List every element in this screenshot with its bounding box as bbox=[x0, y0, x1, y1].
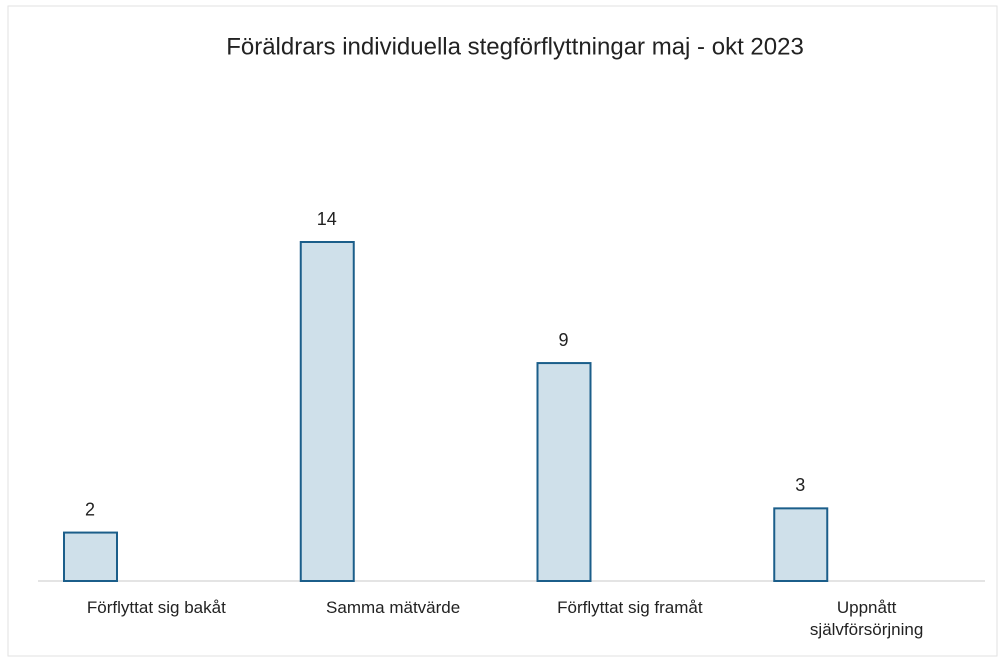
x-tick-label: Uppnått självförsörjning bbox=[809, 598, 924, 639]
bar bbox=[299, 241, 355, 582]
bar bbox=[63, 531, 118, 582]
x-tick-label: Förflyttat sig framåt bbox=[557, 598, 703, 617]
data-label: 3 bbox=[795, 475, 805, 495]
bar bbox=[773, 507, 829, 583]
data-label: 9 bbox=[558, 330, 568, 350]
chart-title: Föräldrars individuella stegförflyttning… bbox=[226, 33, 804, 60]
x-tick-label: Förflyttat sig bakåt bbox=[86, 598, 226, 617]
chart-frame bbox=[7, 5, 998, 657]
x-tick-label: Samma mätvärde bbox=[326, 598, 461, 617]
data-label: 2 bbox=[85, 499, 95, 519]
data-label: 14 bbox=[317, 209, 337, 229]
bar bbox=[536, 362, 592, 583]
